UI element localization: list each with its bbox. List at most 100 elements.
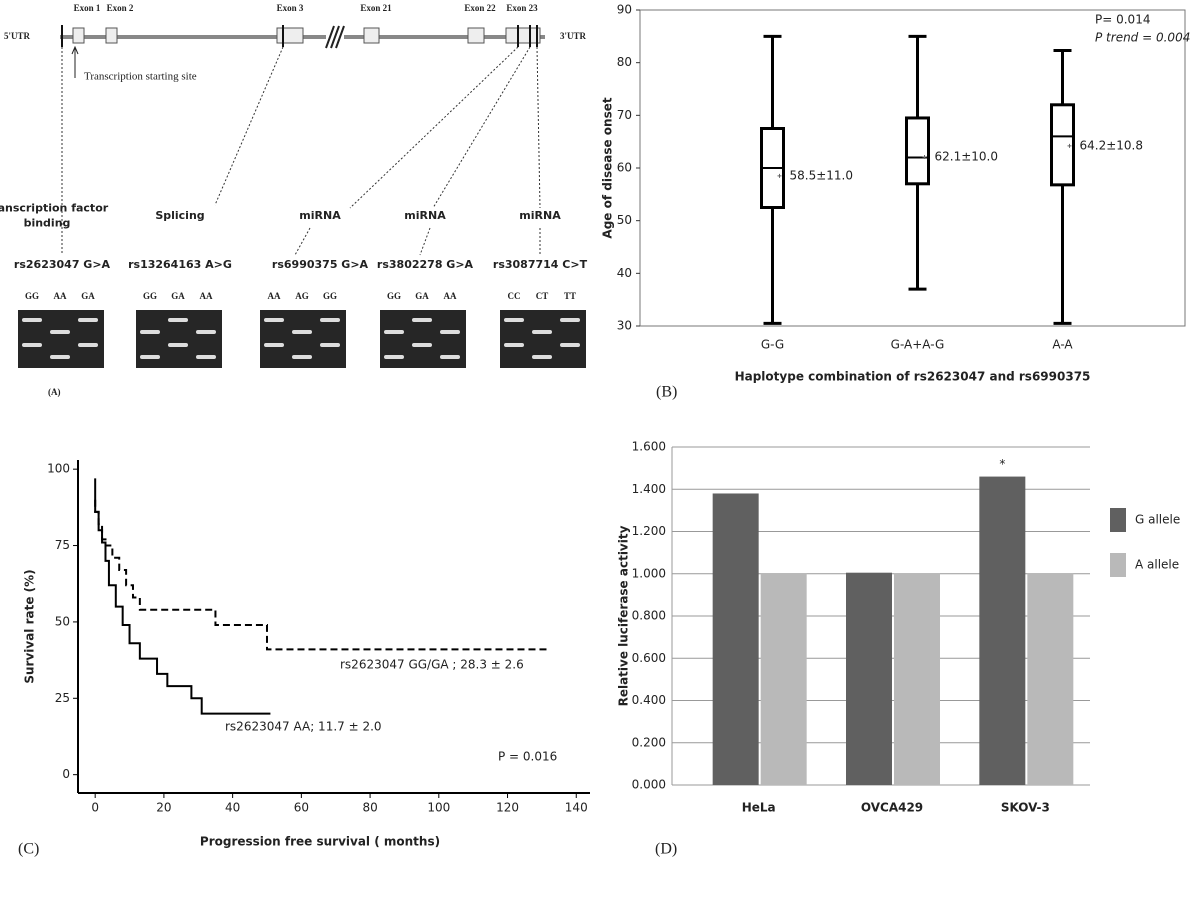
snp-name: rs3087714 C>T [493, 258, 588, 271]
panel-label: (B) [656, 384, 677, 401]
annotation: P = 0.016 [498, 750, 557, 764]
gel-band [532, 355, 552, 359]
snp-function: Transcription factor [0, 202, 109, 215]
snp-function: Splicing [155, 209, 204, 222]
genotype-label: GA [415, 291, 429, 301]
gel-band [320, 318, 340, 322]
x-axis-label: Haplotype combination of rs2623047 and r… [735, 370, 1091, 384]
exon-label: Exon 3 [277, 3, 304, 13]
x-tick-label: 80 [362, 801, 377, 815]
y-tick-label: 0.200 [632, 735, 666, 749]
gel-band [532, 330, 552, 334]
genotype-label: AA [200, 291, 213, 301]
y-tick-label: 25 [55, 691, 70, 705]
x-tick-label: 60 [294, 801, 309, 815]
exon-box [72, 27, 85, 44]
mean-label: 58.5±11.0 [790, 168, 854, 182]
legend-swatch [1110, 508, 1126, 532]
x-tick-label: HeLa [742, 801, 776, 815]
x-tick-label: 20 [156, 801, 171, 815]
gel-band [384, 330, 404, 334]
y-tick-label: 1.400 [632, 482, 666, 496]
break-mark [325, 25, 345, 49]
snp-name: rs13264163 A>G [128, 258, 232, 271]
snp-function: binding [24, 217, 71, 230]
gel-band [196, 330, 216, 334]
x-tick-label: 0 [91, 801, 99, 815]
y-axis-label: Age of disease onset [601, 97, 615, 238]
x-tick-label: 140 [565, 801, 588, 815]
y-tick-label: 50 [617, 213, 632, 227]
x-tick-label: 100 [427, 801, 450, 815]
x-tick-label: 120 [496, 801, 519, 815]
gel-band [560, 343, 580, 347]
gel-band [168, 343, 188, 347]
gel-band [50, 355, 70, 359]
gel-band [196, 355, 216, 359]
panel-label: (C) [18, 841, 39, 858]
y-tick-label: 90 [617, 3, 632, 17]
gel-band [440, 330, 460, 334]
gel-band [168, 318, 188, 322]
genotype-label: CC [508, 291, 521, 301]
significance-mark: * [999, 457, 1005, 471]
gel-band [504, 343, 524, 347]
y-tick-label: 1.000 [632, 566, 666, 580]
x-tick-label: A-A [1052, 338, 1073, 352]
exon-label: Exon 2 [107, 3, 134, 13]
genotype-label: CT [536, 291, 549, 301]
connectors [61, 46, 541, 256]
tss-arrow [71, 45, 79, 78]
bar [1027, 573, 1074, 785]
y-tick-label: 80 [617, 55, 632, 69]
annotation: P= 0.014 [1095, 13, 1150, 27]
snp-markers [61, 25, 538, 47]
x-axis-label: Progression free survival ( months) [200, 835, 440, 849]
snp-name: rs2623047 G>A [14, 258, 111, 271]
x-tick-label: SKOV-3 [1001, 801, 1050, 815]
gel-band [78, 343, 98, 347]
exon-box [363, 27, 380, 44]
mean-marker [777, 173, 782, 178]
panel-label: (A) [48, 387, 61, 397]
x-tick-label: G-G [761, 338, 784, 352]
genotype-label: GA [171, 291, 185, 301]
snp-function: miRNA [519, 209, 561, 222]
genotype-label: GA [81, 291, 95, 301]
gel-band [440, 355, 460, 359]
y-tick-label: 0.800 [632, 609, 666, 623]
y-tick-label: 0 [62, 767, 70, 781]
mean-label: 62.1±10.0 [935, 149, 999, 163]
curve-label: rs2623047 GG/GA ; 28.3 ± 2.6 [340, 658, 524, 672]
exon-box [467, 27, 485, 44]
exon-box [105, 27, 118, 44]
snp-function: miRNA [299, 209, 341, 222]
snp-name: rs6990375 G>A [272, 258, 369, 271]
genotype-label: TT [564, 291, 576, 301]
genotype-label: GG [387, 291, 401, 301]
mean-marker [922, 154, 927, 159]
gel-band [140, 330, 160, 334]
tss-label: Transcription starting site [84, 71, 197, 83]
y-tick-label: 60 [617, 161, 632, 175]
gel-band [384, 355, 404, 359]
y-axis-label: Survival rate (%) [23, 569, 37, 683]
bar [760, 573, 807, 785]
legend-swatch [1110, 553, 1126, 577]
utr-label: 3'UTR [560, 31, 587, 41]
y-tick-label: 70 [617, 108, 632, 122]
gel-band [264, 318, 284, 322]
box [1050, 103, 1075, 187]
genotype-label: GG [323, 291, 337, 301]
bar [979, 476, 1026, 785]
y-tick-label: 30 [617, 319, 632, 333]
y-tick-label: 100 [47, 462, 70, 476]
gel-band [412, 318, 432, 322]
panel-a: 5'UTR 3'UTR Exon 1 Exon 2 Exon 3 Exon 21… [0, 3, 588, 397]
legend-label: A allele [1135, 558, 1179, 572]
bar [712, 493, 759, 785]
panel-label: (D) [655, 841, 677, 858]
gel-band [504, 318, 524, 322]
mean-marker [1067, 143, 1072, 148]
